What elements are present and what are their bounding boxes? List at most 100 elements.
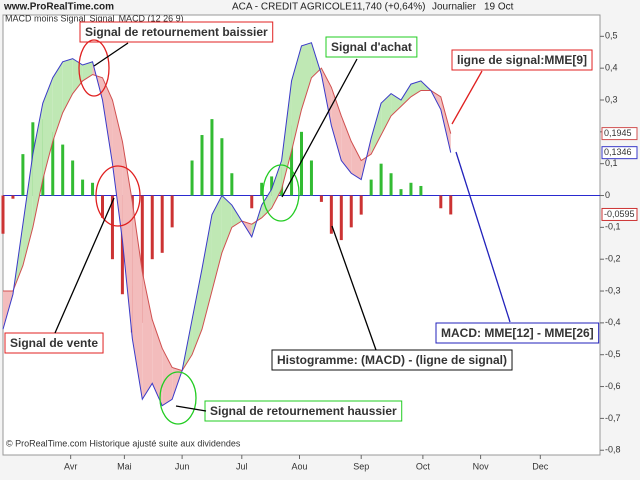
histogram-bar [359,195,363,215]
band-fill [32,103,43,228]
histogram-bar [349,195,353,228]
y-tick-label: -0,7 [605,413,621,423]
histogram-bar [300,131,303,196]
band-fill [351,141,362,180]
band-fill [401,84,411,107]
annotation: Signal d'achat [325,36,418,58]
x-tick-label: Nov [473,461,490,471]
histogram-bar [230,173,234,196]
histogram-bar [389,173,393,196]
title: ACA - CREDIT AGRICOLE [232,2,352,13]
band-fill [410,80,421,97]
y-tick-label: -0,5 [605,349,621,359]
y-tick-label: -0,3 [605,285,621,295]
quote: 11,740 (+0,64%) [352,2,425,13]
arrow [455,151,511,323]
period: Journalier [432,2,477,13]
band-fill [72,58,83,94]
band-fill [381,93,392,136]
histogram-bar [190,160,194,196]
band-fill [440,96,451,153]
y-tick-label: 0,1 [605,158,618,168]
band-fill [52,61,63,142]
annotation-box [451,49,593,71]
histogram-bar [399,189,403,196]
y-tick-label: 0,4 [605,63,618,73]
band-fill [192,268,202,355]
band-fill [142,271,153,400]
arrow [451,70,483,125]
band-fill [271,160,282,209]
arrow [331,225,377,351]
histogram-bar [290,125,294,196]
annotation-box [79,21,274,43]
band-fill [291,45,302,151]
value-label: 0,1346 [604,147,632,157]
annotation-text: Histogramme: (MACD) - (ligne de signal) [277,353,507,367]
annotation: Signal de vente [4,332,104,354]
histogram-bar [260,182,264,196]
value-label-box [601,146,638,160]
band-fill [281,80,292,190]
circle [262,164,300,222]
legend-entry: MACD (12 26 9) [119,13,184,23]
histogram-bar [210,119,214,196]
band-fill [301,42,312,110]
histogram-bar [419,185,423,196]
annotation-box [325,36,418,58]
histogram-bar [1,195,5,234]
histogram-bar [200,135,204,196]
annotation-text: MACD: MME[12] - MME[26] [441,326,594,340]
y-tick-label: -0,1 [605,222,621,232]
annotation: Histogramme: (MACD) - (ligne de signal) [271,349,513,371]
histogram-bar [91,182,95,196]
y-tick-label: 0 [605,190,610,200]
band-fill [231,205,242,228]
annotation-box [4,332,104,354]
band-fill [341,115,352,174]
value-label: -0,0595 [604,209,635,219]
histogram-bar [309,160,313,196]
histogram-bar [220,138,224,196]
arrow [93,42,129,67]
histogram-bar [21,154,25,196]
histogram-bar [369,179,373,196]
footer: © ProRealTime.com Historique ajusté suit… [6,438,241,448]
histogram-bar [449,195,453,215]
band-fill [122,141,133,339]
histogram-bar [379,163,383,196]
x-tick-label: Sep [353,461,369,471]
histogram-bar [439,195,443,209]
circle [78,39,110,97]
y-tick-label: -0,4 [605,317,621,327]
annotation-text: Signal de retournement haussier [210,404,397,418]
annotation: MACD: MME[12] - MME[26] [435,322,600,344]
band-fill [102,77,113,164]
annotation-text: Signal de retournement baissier [85,25,268,39]
histogram-bar [160,195,164,253]
line [3,67,452,372]
x-tick-label: Avr [64,461,77,471]
annotation: Signal de retournement baissier [79,21,274,43]
band-fill [391,93,401,116]
band-fill [22,154,33,266]
line [2,42,452,407]
band-fill [132,201,143,400]
value-label-box [601,207,638,221]
histogram-bar [329,195,333,234]
arrow [281,58,358,198]
band-fill [371,103,382,155]
y-tick-label: 0,5 [605,31,618,41]
value-label: 0,1945 [604,128,632,138]
annotation-box [271,349,513,371]
histogram-bar [250,195,254,209]
x-tick-label: Mai [117,461,132,471]
annotation-text: ligne de signal:MME[9] [457,53,587,67]
histogram-bar [319,195,323,202]
histogram-bar [270,176,274,196]
histogram-bar [51,131,55,196]
histogram-bar [170,195,174,228]
histogram-bar [71,160,75,196]
arrow [54,197,115,334]
y-tick-label: -0,6 [605,381,621,391]
